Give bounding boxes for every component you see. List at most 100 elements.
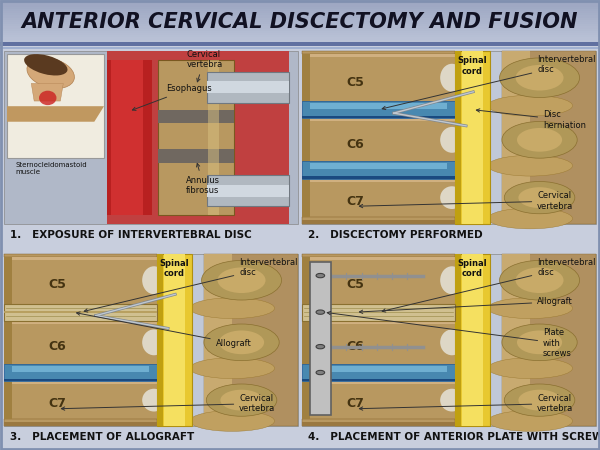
Bar bbox=[208, 59, 219, 215]
Bar bbox=[302, 381, 310, 419]
Bar bbox=[158, 110, 235, 123]
Ellipse shape bbox=[502, 122, 577, 158]
Ellipse shape bbox=[488, 208, 572, 229]
Ellipse shape bbox=[518, 390, 561, 410]
Bar bbox=[4, 318, 157, 321]
Bar bbox=[4, 257, 157, 260]
Ellipse shape bbox=[488, 358, 572, 378]
Bar bbox=[302, 303, 455, 321]
Bar bbox=[302, 220, 455, 224]
Bar bbox=[302, 179, 455, 182]
Bar bbox=[157, 381, 192, 419]
Ellipse shape bbox=[142, 389, 166, 411]
Ellipse shape bbox=[440, 64, 464, 92]
Ellipse shape bbox=[316, 310, 325, 314]
Bar bbox=[0, 24, 600, 27]
Bar bbox=[0, 17, 600, 20]
Ellipse shape bbox=[316, 345, 325, 349]
Text: Intervertebral
disc: Intervertebral disc bbox=[382, 55, 596, 110]
Ellipse shape bbox=[142, 266, 166, 294]
Polygon shape bbox=[7, 106, 104, 122]
Text: Plate
with
screws: Plate with screws bbox=[327, 311, 572, 358]
Bar bbox=[302, 257, 455, 260]
Text: Disc
herniation: Disc herniation bbox=[476, 109, 586, 130]
Bar bbox=[4, 378, 157, 381]
Bar bbox=[0, 47, 600, 49]
Ellipse shape bbox=[517, 128, 562, 152]
Bar bbox=[0, 28, 600, 31]
Ellipse shape bbox=[27, 58, 74, 88]
Bar bbox=[164, 253, 185, 426]
Text: C7: C7 bbox=[49, 397, 67, 410]
Ellipse shape bbox=[488, 298, 572, 319]
Bar bbox=[502, 51, 530, 224]
Bar bbox=[0, 0, 600, 2]
Bar bbox=[302, 118, 455, 162]
Text: Allograft: Allograft bbox=[359, 297, 573, 314]
Ellipse shape bbox=[515, 65, 563, 90]
Ellipse shape bbox=[440, 389, 464, 411]
Text: Spinal
cord: Spinal cord bbox=[458, 56, 487, 76]
Ellipse shape bbox=[440, 127, 464, 153]
Bar bbox=[207, 184, 289, 197]
Bar bbox=[455, 381, 490, 419]
Text: Cervical
vertebra: Cervical vertebra bbox=[359, 394, 574, 413]
Bar bbox=[7, 54, 104, 158]
Text: C6: C6 bbox=[49, 340, 67, 353]
Ellipse shape bbox=[39, 91, 56, 105]
Bar bbox=[302, 321, 455, 364]
Bar bbox=[302, 101, 455, 118]
Bar bbox=[302, 303, 455, 321]
Bar bbox=[462, 51, 483, 224]
Bar bbox=[302, 162, 455, 179]
Text: Cervical
vertebra: Cervical vertebra bbox=[359, 191, 574, 211]
Bar bbox=[302, 118, 310, 162]
Bar bbox=[462, 253, 483, 426]
Bar bbox=[0, 39, 600, 42]
Bar bbox=[502, 253, 530, 426]
Bar bbox=[4, 422, 157, 426]
Bar bbox=[4, 51, 298, 224]
Bar bbox=[4, 364, 157, 381]
Ellipse shape bbox=[206, 384, 277, 416]
Bar bbox=[4, 321, 12, 364]
Bar bbox=[302, 381, 455, 384]
Bar bbox=[4, 381, 157, 384]
Bar bbox=[4, 419, 157, 426]
Bar bbox=[302, 179, 310, 216]
Bar bbox=[4, 321, 157, 364]
Text: C5: C5 bbox=[347, 279, 364, 292]
Ellipse shape bbox=[440, 329, 464, 356]
Text: Spinal
cord: Spinal cord bbox=[160, 259, 190, 278]
Bar bbox=[302, 54, 455, 58]
Bar bbox=[207, 72, 289, 103]
Bar bbox=[455, 253, 490, 426]
Bar bbox=[204, 253, 232, 426]
Bar bbox=[4, 257, 12, 303]
Bar bbox=[302, 116, 455, 118]
Text: C7: C7 bbox=[347, 397, 364, 410]
Text: C7: C7 bbox=[347, 195, 364, 208]
Bar bbox=[0, 35, 600, 37]
Ellipse shape bbox=[502, 324, 577, 360]
Bar bbox=[455, 51, 461, 224]
Bar bbox=[0, 30, 600, 33]
Polygon shape bbox=[31, 83, 63, 101]
Bar bbox=[0, 41, 600, 44]
Bar bbox=[302, 51, 455, 54]
Bar bbox=[302, 179, 455, 216]
Bar bbox=[4, 311, 157, 313]
Bar bbox=[107, 59, 152, 215]
Bar bbox=[502, 51, 596, 224]
Bar bbox=[4, 257, 157, 303]
Bar bbox=[302, 419, 455, 426]
Bar bbox=[0, 32, 600, 35]
Ellipse shape bbox=[500, 261, 580, 300]
Bar bbox=[4, 253, 157, 257]
Ellipse shape bbox=[500, 58, 580, 98]
Text: 3.   PLACEMENT OF ALLOGRAFT: 3. PLACEMENT OF ALLOGRAFT bbox=[10, 432, 194, 442]
Bar bbox=[302, 318, 455, 321]
Bar bbox=[455, 253, 461, 426]
Bar bbox=[310, 305, 447, 311]
Bar bbox=[302, 54, 310, 101]
